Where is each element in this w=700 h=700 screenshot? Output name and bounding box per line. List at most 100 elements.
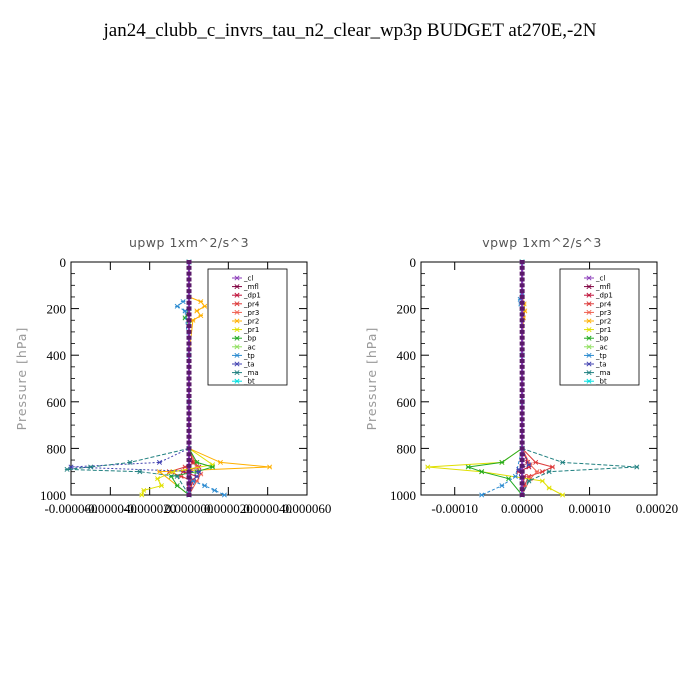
- series-point-ma: [526, 478, 532, 484]
- y-tick-label: 1000: [40, 488, 66, 503]
- y-tick-label: 800: [397, 441, 417, 456]
- legend-marker: [234, 352, 240, 358]
- legend-label: _dp1: [243, 292, 261, 300]
- legend-marker: [234, 370, 240, 376]
- zero-column-marker: [186, 324, 192, 329]
- legend-label: _bt: [243, 378, 255, 386]
- legend-marker: [234, 284, 240, 290]
- legend-marker: [234, 335, 240, 341]
- zero-column-marker: [186, 265, 192, 270]
- upwp-chart: upwp 1xm^2/s^3 Pressure [hPa] 0 200 400 600 80…: [14, 235, 331, 516]
- zero-column-marker: [519, 359, 525, 364]
- zero-column-marker: [519, 440, 525, 445]
- legend-label: _pr2: [243, 318, 259, 326]
- zero-column-marker: [186, 475, 192, 480]
- zero-column-marker: [186, 376, 192, 381]
- series-point-pr2: [198, 313, 204, 319]
- zero-column-marker: [519, 463, 525, 468]
- zero-column-marker: [519, 493, 525, 497]
- x-tick-label: -0.000040: [84, 501, 137, 516]
- legend-label: _cl: [595, 275, 605, 283]
- series-point-tp: [212, 487, 218, 493]
- legend-box: [559, 268, 640, 386]
- x-tick-label: 0.00000: [501, 501, 543, 516]
- series-point-pr2: [217, 459, 223, 465]
- legend-marker: [234, 327, 240, 333]
- zero-column-marker: [519, 481, 525, 486]
- legend-label: _pr1: [595, 326, 611, 334]
- zero-column-marker: [519, 393, 525, 398]
- y-axis-label: Pressure [hPa]: [14, 327, 29, 431]
- legend-label: _ta: [595, 361, 607, 369]
- series-line-bp: [468, 262, 523, 496]
- series-point-pr1: [546, 485, 552, 491]
- legend-label: _dp1: [595, 292, 613, 300]
- legend-marker: [586, 335, 592, 341]
- zero-column-marker: [186, 347, 192, 352]
- series-point-pr3: [534, 469, 540, 475]
- vpwp-chart: vpwp 1xm^2/s^3 Pressure [hPa] 0 200 400 600 80…: [364, 235, 678, 516]
- legend-label: _ac: [595, 343, 608, 351]
- series-point-ta: [526, 462, 532, 468]
- series-line-pr1: [141, 262, 214, 496]
- series-point-ma: [88, 464, 94, 470]
- legend-label: _ma: [243, 369, 259, 377]
- series-point-pr4: [533, 459, 539, 465]
- zero-column-marker: [186, 312, 192, 317]
- series-point-pr2: [267, 464, 273, 470]
- series-point-pr1: [425, 464, 431, 470]
- series-line-tp: [481, 262, 523, 496]
- zero-column-marker: [519, 458, 525, 463]
- zero-column-marker: [186, 353, 192, 358]
- zero-column-marker: [186, 359, 192, 364]
- x-tick-label: -0.00010: [431, 501, 478, 516]
- series-point-bp: [194, 459, 200, 465]
- legend-label: _ma: [595, 369, 611, 377]
- series-line-ta: [70, 262, 200, 496]
- x-tick-label: 0.000000: [165, 501, 214, 516]
- x-tick-label: 0.000040: [243, 501, 292, 516]
- zero-column-marker: [519, 277, 525, 282]
- zero-column-marker: [519, 283, 525, 288]
- zero-column-marker: [186, 405, 192, 410]
- zero-column-marker: [519, 446, 525, 451]
- zero-column-marker: [519, 289, 525, 294]
- y-tick-label: 200: [47, 302, 67, 317]
- series-point-pr1: [139, 492, 145, 498]
- zero-column-marker: [519, 324, 525, 329]
- series-point-ta: [156, 459, 163, 465]
- legend-label: _pr4: [243, 300, 260, 308]
- series-point-ma: [634, 464, 640, 470]
- x-tick-label: -0.000020: [123, 501, 176, 516]
- zero-column-marker: [186, 399, 192, 404]
- legend-label: _tp: [595, 352, 607, 360]
- zero-column-marker: [186, 335, 192, 340]
- zero-column-marker: [519, 347, 525, 352]
- zero-column-marker: [186, 417, 192, 422]
- series-point-pr2: [202, 303, 208, 309]
- series-point-ma: [137, 469, 143, 475]
- series-point-bp: [499, 459, 505, 465]
- zero-column-marker: [519, 428, 525, 433]
- zero-column-marker: [519, 329, 525, 334]
- series-point-pr4: [539, 469, 545, 475]
- zero-column-marker: [186, 440, 192, 445]
- zero-column-marker: [519, 260, 525, 264]
- legend-marker: [586, 352, 592, 358]
- series-point-pr1: [560, 492, 566, 498]
- series-point-ta: [194, 473, 200, 479]
- page-title: jan24_clubb_c_invrs_tau_n2_clear_wp3p BU…: [103, 20, 597, 41]
- x-tick-label: 0.000020: [204, 501, 253, 516]
- legend-marker: [586, 275, 592, 281]
- series-point-tp: [479, 492, 485, 498]
- zero-column-marker: [186, 289, 192, 294]
- series-point-tp: [202, 483, 208, 489]
- series-point-ma: [64, 466, 70, 472]
- legend-label: _bp: [243, 335, 257, 343]
- legend-marker: [234, 361, 240, 367]
- x-tick-label: -0.000060: [44, 501, 97, 516]
- zero-column-marker: [519, 265, 525, 270]
- zero-column-marker: [519, 271, 525, 276]
- legend-label: _pr2: [595, 318, 611, 326]
- y-tick-label: 0: [410, 255, 417, 270]
